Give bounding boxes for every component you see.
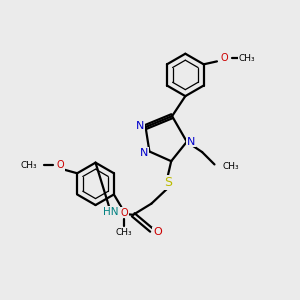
Text: CH₃: CH₃ (116, 228, 133, 237)
Text: CH₃: CH₃ (238, 54, 255, 63)
Text: S: S (164, 176, 172, 189)
Text: O: O (57, 160, 64, 170)
Text: N: N (187, 137, 195, 147)
Text: N: N (136, 121, 145, 130)
Text: O: O (120, 208, 128, 218)
Text: N: N (140, 148, 148, 158)
Text: O: O (153, 227, 162, 237)
Text: O: O (220, 53, 228, 63)
Text: CH₃: CH₃ (223, 162, 239, 171)
Text: HN: HN (103, 207, 119, 217)
Text: CH₃: CH₃ (20, 160, 37, 169)
